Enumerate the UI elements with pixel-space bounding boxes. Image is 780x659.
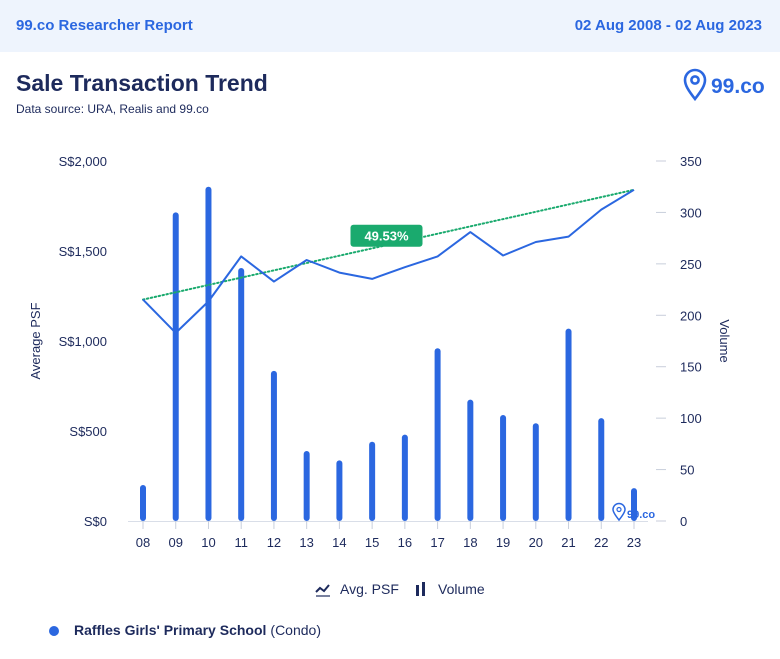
x-tick-label: 21: [561, 535, 575, 550]
school-color-dot: [49, 626, 59, 636]
location-pin-icon: [683, 68, 707, 102]
volume-bar: [172, 212, 179, 521]
y-tick-right: 350: [680, 154, 702, 169]
chart-watermark: 99.co: [612, 502, 655, 522]
volume-bar: [467, 399, 474, 521]
x-tick-label: 16: [398, 535, 412, 550]
legend-item-volume[interactable]: Volume: [412, 580, 485, 598]
volume-bar: [270, 370, 277, 521]
volume-bar: [631, 488, 637, 521]
watermark-pin-dot: [616, 506, 622, 513]
y-axis-label-right: Volume: [717, 319, 732, 362]
trend-change-badge: [350, 224, 423, 247]
x-tick-label: 08: [136, 535, 150, 550]
volume-bar: [500, 415, 507, 521]
volume-bar: [140, 485, 146, 521]
volume-bar: [401, 434, 408, 521]
brand-logo: 99.co: [683, 68, 765, 102]
logo-text: 99.co: [711, 75, 765, 98]
avg-psf-line: [142, 188, 635, 334]
data-source: Data source: URA, Realis and 99.co: [16, 102, 209, 116]
report-header-bar: 99.co Researcher Report 02 Aug 2008 - 02…: [0, 0, 780, 52]
x-tick-label: 11: [234, 535, 248, 550]
legend-item-avg-psf[interactable]: Avg. PSF: [314, 580, 399, 598]
x-tick-label: 22: [594, 535, 608, 550]
school-name: Raffles Girls' Primary School: [74, 622, 267, 638]
x-tick-label: 18: [463, 535, 477, 550]
y-tick-right: 250: [680, 257, 702, 272]
watermark-pin-icon: [612, 502, 626, 522]
volume-bar: [336, 460, 343, 521]
report-date-range: 02 Aug 2008 - 02 Aug 2023: [574, 17, 762, 34]
y-tick-right: 200: [680, 308, 702, 323]
bar-chart-icon: [416, 582, 425, 596]
report-name: 99.co Researcher Report: [16, 17, 193, 34]
y-tick-right: 100: [680, 411, 702, 426]
y-axis-label-left: Average PSF: [28, 302, 43, 379]
volume-bar: [532, 423, 539, 521]
volume-bar: [598, 418, 605, 521]
chart-title: Sale Transaction Trend: [16, 70, 268, 96]
volume-bar: [565, 328, 572, 521]
y-tick-right: 0: [680, 514, 687, 529]
y-tick-left: S$1,500: [59, 244, 107, 259]
x-tick-label: 09: [168, 535, 182, 550]
y-tick-left: S$0: [84, 514, 107, 529]
y-tick-left: S$2,000: [59, 154, 107, 169]
x-tick-label: 10: [201, 535, 215, 550]
sale-transaction-chart: S$0 S$500 S$1,000 S$1,500 S$2,000 0 50 100 150 20…: [28, 154, 732, 550]
x-tick-label: 20: [529, 535, 543, 550]
volume-bar: [238, 267, 245, 521]
trend-change-label: 49.53%: [364, 229, 409, 244]
x-tick-label: 19: [496, 535, 510, 550]
watermark-text: 99.co: [627, 509, 655, 521]
y-tick-right: 150: [680, 360, 702, 375]
volume-bar: [369, 441, 376, 521]
y-tick-right: 50: [680, 463, 694, 478]
legend-label-volume: Volume: [438, 581, 485, 597]
y-tick-right: 300: [680, 205, 702, 220]
school-label: Raffles Girls' Primary School (Condo): [49, 622, 321, 638]
y-tick-left: S$1,000: [59, 334, 107, 349]
line-chart-icon: [315, 584, 330, 597]
volume-bar: [205, 186, 212, 521]
legend-label-avg-psf: Avg. PSF: [340, 581, 399, 597]
x-tick-label: 12: [267, 535, 281, 550]
chart-legend: Avg. PSF Volume: [0, 580, 780, 604]
x-tick-label: 13: [299, 535, 313, 550]
volume-bar: [434, 348, 441, 521]
volume-bar: [303, 451, 310, 521]
x-tick-label: 17: [430, 535, 444, 550]
school-type: (Condo): [270, 622, 321, 638]
x-tick-label: 15: [365, 535, 379, 550]
y-tick-left: S$500: [69, 424, 107, 439]
x-tick-label: 14: [332, 535, 346, 550]
x-tick-label: 23: [627, 535, 641, 550]
